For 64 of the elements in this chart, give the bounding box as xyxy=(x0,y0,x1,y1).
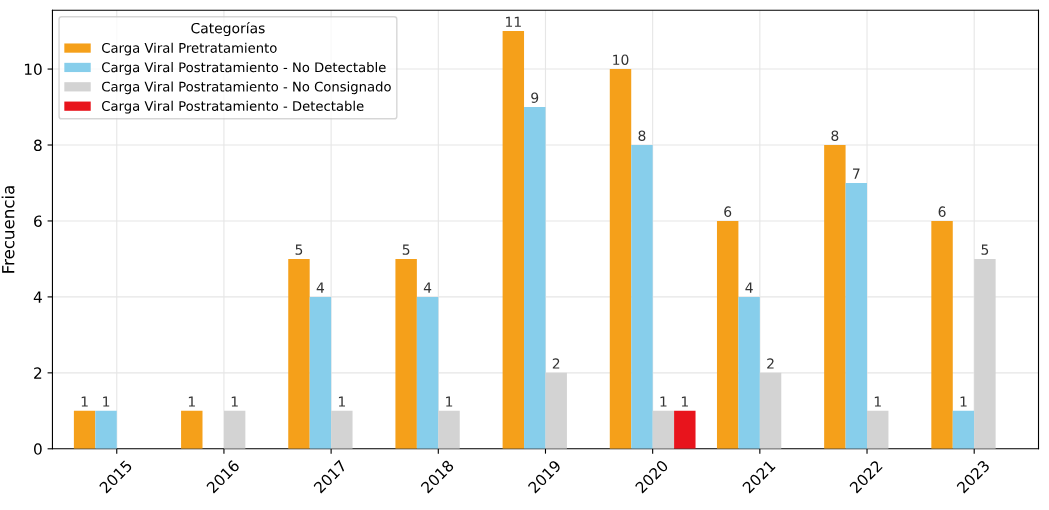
data-label: 8 xyxy=(638,130,646,141)
bar xyxy=(931,220,953,449)
bar xyxy=(73,410,96,449)
bar xyxy=(674,410,696,449)
y-tick-label: 6 xyxy=(34,215,42,227)
data-label: 1 xyxy=(681,396,688,407)
bar xyxy=(395,258,417,449)
legend-label: Carga Viral Postratamiento - No Detectable xyxy=(102,62,386,75)
data-label: 4 xyxy=(423,282,432,293)
data-label: 1 xyxy=(103,396,110,407)
data-label: 1 xyxy=(338,396,345,407)
data-label: 4 xyxy=(316,282,325,293)
bar xyxy=(867,410,889,449)
bar xyxy=(631,145,653,449)
bar xyxy=(502,31,525,449)
data-label: 5 xyxy=(295,244,303,255)
bar xyxy=(845,182,868,449)
data-label: 6 xyxy=(938,206,946,217)
bar xyxy=(331,410,353,449)
data-label: 9 xyxy=(531,92,539,103)
data-label: 8 xyxy=(831,130,839,141)
y-axis-title: Frecuencia xyxy=(1,186,15,273)
legend-label: Carga Viral Postratamiento - Detectable xyxy=(102,100,364,114)
y-tick-label: 10 xyxy=(24,63,42,76)
data-label: 5 xyxy=(981,244,989,255)
bar xyxy=(181,410,203,449)
bar xyxy=(759,372,782,449)
data-label: 6 xyxy=(724,206,732,217)
bar xyxy=(545,372,567,449)
y-tick-label: 8 xyxy=(34,139,42,152)
legend-label: Carga Viral Pretratamiento xyxy=(102,42,277,56)
data-label: 1 xyxy=(81,396,88,407)
data-label: 1 xyxy=(660,396,667,407)
bar xyxy=(738,296,760,449)
data-label: 11 xyxy=(506,16,521,27)
bar xyxy=(416,296,439,449)
data-label: 1 xyxy=(960,396,967,407)
bar xyxy=(974,258,996,449)
data-label: 10 xyxy=(613,54,629,65)
data-label: 4 xyxy=(745,282,753,293)
bar xyxy=(95,410,117,449)
data-label: 1 xyxy=(446,396,453,407)
legend-title: Categorías xyxy=(191,22,265,37)
data-label: 1 xyxy=(188,396,195,407)
bar xyxy=(288,258,310,449)
bar xyxy=(952,410,975,449)
y-tick-label: 0 xyxy=(34,443,42,455)
bar xyxy=(609,69,632,449)
bar xyxy=(524,107,546,449)
bar xyxy=(652,410,675,449)
bar xyxy=(824,145,846,449)
y-tick-label: 4 xyxy=(33,291,42,303)
bar xyxy=(716,220,739,449)
bar xyxy=(309,296,332,449)
data-label: 2 xyxy=(767,358,774,369)
data-label: 1 xyxy=(874,396,881,407)
bar xyxy=(438,410,460,449)
data-label: 5 xyxy=(402,244,410,255)
legend-label: Carga Viral Postratamiento - No Consignado xyxy=(102,81,391,95)
data-label: 2 xyxy=(552,358,560,369)
y-tick-label: 2 xyxy=(34,367,42,379)
data-label: 7 xyxy=(853,168,860,179)
data-label: 1 xyxy=(231,396,238,407)
bar xyxy=(223,410,246,449)
